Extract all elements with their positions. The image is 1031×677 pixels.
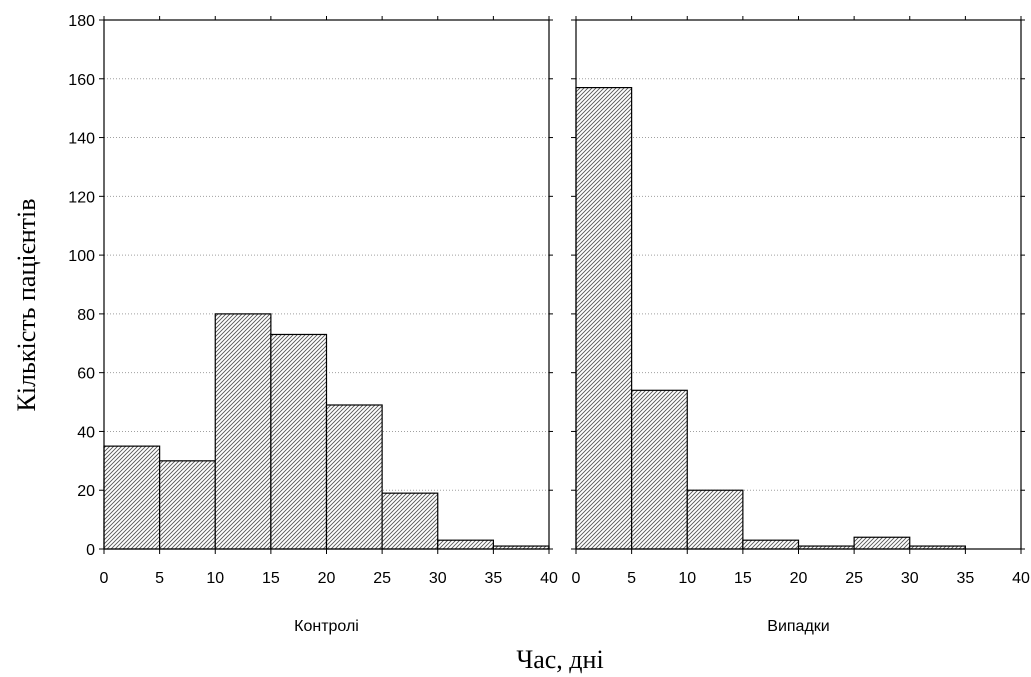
x-tick-label-cases: 10: [678, 570, 696, 587]
y-tick-label: 20: [77, 483, 95, 500]
x-tick-label-controls: 25: [373, 570, 391, 587]
bar-cases-5-10: [631, 389, 688, 550]
bar-cases-10-15: [686, 489, 744, 550]
bar-controls-25-30: [381, 492, 439, 550]
bar-controls-0-5: [103, 445, 161, 550]
x-tick-label-controls: 30: [429, 570, 447, 587]
bar-controls-20-25: [325, 404, 383, 550]
x-tick-label-cases: 0: [572, 570, 581, 587]
x-tick-label-controls: 35: [484, 570, 502, 587]
x-tick-label-cases: 5: [627, 570, 636, 587]
x-tick-label-cases: 15: [734, 570, 752, 587]
bar-controls-5-10: [159, 460, 216, 550]
bar-cases-15-20: [742, 539, 800, 550]
y-tick-label: 80: [77, 307, 95, 324]
x-tick-label-controls: 0: [100, 570, 109, 587]
bar-cases-0-5: [575, 86, 633, 550]
x-tick-label-controls: 40: [540, 570, 558, 587]
x-tick-label-controls: 20: [318, 570, 336, 587]
y-axis-title: Кількість пацієнтів: [12, 198, 41, 411]
x-axis-title: Час, дні: [516, 645, 603, 674]
x-tick-label-cases: 40: [1012, 570, 1030, 587]
y-tick-label: 60: [77, 366, 95, 383]
panel-label-controls: Контролі: [294, 618, 359, 635]
x-tick-label-controls: 15: [262, 570, 280, 587]
x-tick-label-cases: 30: [901, 570, 919, 587]
bar-controls-30-35: [437, 539, 494, 550]
y-tick-label: 100: [68, 248, 95, 265]
y-tick-label: 140: [68, 131, 95, 148]
x-tick-label-cases: 25: [845, 570, 863, 587]
y-tick-label: 160: [68, 72, 95, 89]
y-tick-label: 0: [86, 542, 95, 559]
bar-controls-15-20: [270, 333, 328, 550]
x-tick-label-cases: 35: [956, 570, 974, 587]
panel-label-cases: Випадки: [767, 618, 829, 635]
bar-controls-10-15: [214, 313, 272, 550]
y-tick-label: 120: [68, 189, 95, 206]
y-tick-label: 40: [77, 424, 95, 441]
x-tick-label-controls: 5: [155, 570, 164, 587]
x-tick-label-cases: 20: [790, 570, 808, 587]
y-tick-label: 180: [68, 13, 95, 30]
bar-cases-25-30: [853, 536, 911, 550]
x-tick-label-controls: 10: [206, 570, 224, 587]
